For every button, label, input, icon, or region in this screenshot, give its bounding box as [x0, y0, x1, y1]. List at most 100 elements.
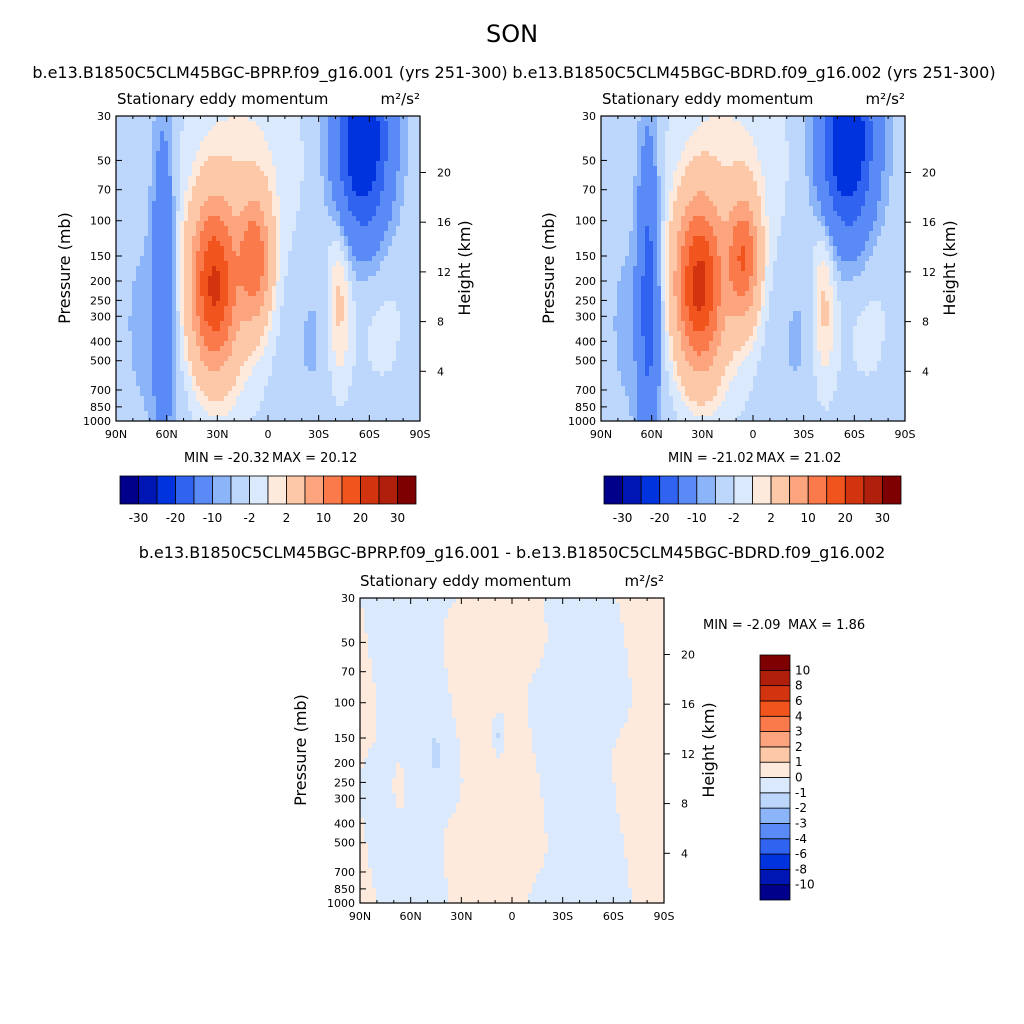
- contour-cell: [384, 336, 389, 342]
- contour-cell: [260, 341, 265, 347]
- contour-cell: [256, 386, 261, 392]
- contour-cell: [132, 316, 137, 322]
- contour-cell: [116, 366, 121, 372]
- contour-cell: [380, 306, 385, 312]
- contour-cell: [132, 386, 137, 392]
- contour-cell: [408, 416, 413, 422]
- contour-cell: [140, 321, 145, 327]
- contour-cell: [192, 301, 197, 307]
- contour-cell: [300, 161, 305, 167]
- contour-cell: [380, 326, 385, 332]
- contour-cell: [224, 401, 229, 407]
- contour-cell: [276, 296, 281, 302]
- contour-cell: [164, 386, 169, 392]
- contour-cell: [124, 296, 129, 302]
- contour-cell: [188, 211, 193, 217]
- contour-cell: [188, 281, 193, 287]
- contour-cell: [368, 131, 373, 137]
- contour-cell: [372, 196, 377, 202]
- contour-cell: [308, 351, 313, 357]
- contour-cell: [320, 276, 325, 282]
- contour-cell: [164, 361, 169, 367]
- contour-cell: [320, 356, 325, 362]
- contour-cell: [168, 176, 173, 182]
- contour-cell: [276, 246, 281, 252]
- contour-cell: [264, 386, 269, 392]
- case1-units: m²/s²: [380, 90, 420, 108]
- contour-cell: [116, 191, 121, 197]
- contour-cell: [128, 126, 133, 132]
- contour-cell: [124, 141, 129, 147]
- contour-cell: [256, 226, 261, 232]
- contour-cell: [184, 416, 189, 422]
- contour-cell: [412, 156, 417, 162]
- contour-cell: [372, 201, 377, 207]
- contour-cell: [116, 186, 121, 192]
- contour-cell: [304, 131, 309, 137]
- contour-cell: [348, 161, 353, 167]
- contour-cell: [376, 371, 381, 377]
- contour-cell: [188, 396, 193, 402]
- contour-cell: [296, 171, 301, 177]
- contour-cell: [172, 346, 177, 352]
- contour-cell: [348, 326, 353, 332]
- contour-cell: [304, 396, 309, 402]
- contour-cell: [332, 346, 337, 352]
- contour-cell: [136, 216, 141, 222]
- contour-cell: [180, 261, 185, 267]
- contour-cell: [236, 366, 241, 372]
- contour-cell: [124, 181, 129, 187]
- contour-cell: [392, 151, 397, 157]
- contour-cell: [280, 246, 285, 252]
- contour-cell: [721, 116, 726, 122]
- contour-cell: [376, 401, 381, 407]
- contour-cell: [316, 136, 321, 142]
- contour-cell: [304, 176, 309, 182]
- contour-cell: [348, 136, 353, 142]
- colorbar-box: [230, 475, 250, 505]
- contour-cell: [340, 276, 345, 282]
- contour-cell: [128, 366, 133, 372]
- contour-cell: [212, 256, 217, 262]
- contour-cell: [176, 331, 181, 337]
- contour-cell: [180, 311, 185, 317]
- contour-cell: [220, 261, 225, 267]
- contour-cell: [312, 291, 317, 297]
- contour-cell: [176, 236, 181, 242]
- contour-cell: [725, 116, 730, 122]
- contour-cell: [408, 391, 413, 397]
- contour-cell: [312, 121, 317, 127]
- contour-cell: [116, 246, 121, 252]
- contour-cell: [877, 126, 882, 132]
- contour-cell: [396, 326, 401, 332]
- contour-cell: [288, 286, 293, 292]
- contour-cell: [208, 311, 213, 317]
- contour-cell: [404, 116, 409, 122]
- contour-cell: [308, 206, 313, 212]
- contour-cell: [408, 341, 413, 347]
- contour-cell: [320, 411, 325, 417]
- contour-cell: [324, 246, 329, 252]
- contour-cell: [188, 361, 193, 367]
- contour-cell: [340, 156, 345, 162]
- contour-cell: [332, 376, 337, 382]
- contour-cell: [260, 286, 265, 292]
- contour-cell: [364, 216, 369, 222]
- contour-cell: [396, 176, 401, 182]
- contour-cell: [256, 301, 261, 307]
- contour-cell: [308, 311, 313, 317]
- contour-cell: [228, 236, 233, 242]
- contour-cell: [408, 326, 413, 332]
- contour-cell: [380, 406, 385, 412]
- contour-cell: [400, 356, 405, 362]
- contour-cell: [148, 196, 153, 202]
- contour-cell: [340, 246, 345, 252]
- contour-cell: [376, 361, 381, 367]
- contour-cell: [216, 236, 221, 242]
- contour-cell: [256, 146, 261, 152]
- contour-cell: [693, 116, 698, 122]
- contour-cell: [380, 121, 385, 127]
- contour-cell: [156, 166, 161, 172]
- contour-cell: [248, 396, 253, 402]
- contour-cell: [316, 171, 321, 177]
